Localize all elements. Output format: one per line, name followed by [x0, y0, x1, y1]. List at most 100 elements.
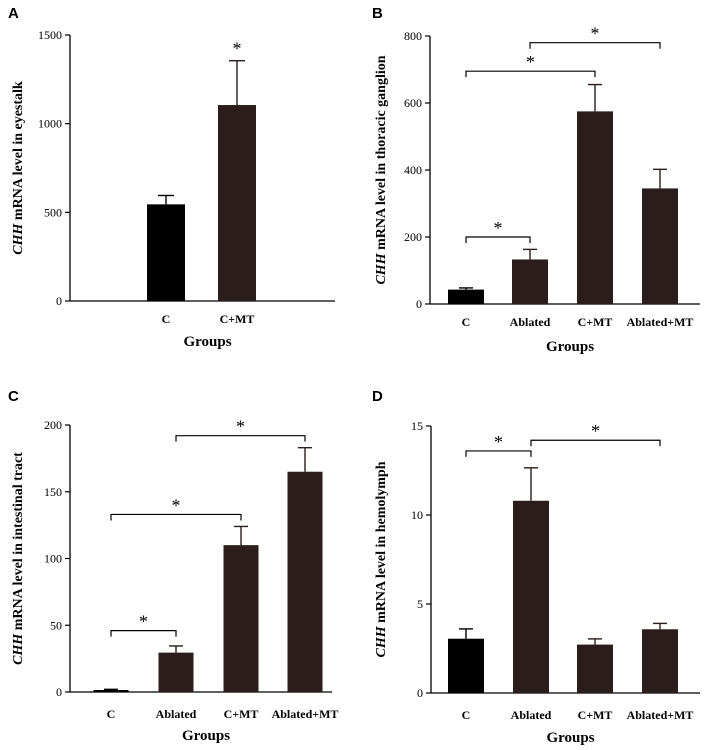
y-axis-label: CHH mRNA level in thoracic ganglion	[374, 55, 389, 284]
y-tick-label: 800	[404, 29, 422, 43]
bar-c-mt	[577, 111, 613, 304]
category-label: C	[162, 312, 171, 326]
bar-c	[93, 689, 129, 692]
category-label: Ablated+MT	[627, 315, 694, 329]
y-axis-label-text: mRNA level in hemolymph	[374, 461, 389, 626]
panel-letter: B	[372, 5, 383, 22]
category-label: C+MT	[220, 312, 255, 326]
significance-star: *	[172, 495, 181, 515]
bracket-line	[530, 439, 661, 447]
bar-c	[448, 638, 484, 693]
y-tick-label: 600	[404, 96, 422, 110]
error-bar	[169, 645, 183, 653]
bar-ablated-mt	[642, 188, 678, 304]
y-axis-label-text: mRNA level in intestinal tract	[11, 452, 26, 634]
error-bar	[158, 194, 174, 205]
y-axis-label-text: mRNA level in eyestalk	[11, 81, 26, 224]
bracket-line	[465, 450, 532, 457]
bar-c	[147, 204, 185, 301]
significance-bracket: *	[110, 495, 242, 521]
category-label: C+MT	[578, 315, 613, 329]
y-tick-label: 50	[50, 618, 62, 632]
y-tick-label: 15	[411, 419, 423, 433]
x-axis-label: Groups	[546, 339, 594, 355]
y-tick-label: 200	[404, 230, 422, 244]
error-bar	[588, 638, 602, 645]
significance-bracket: *	[465, 52, 596, 78]
category-label: Ablated	[156, 707, 197, 721]
y-tick-label: 150	[44, 485, 62, 499]
significance-star: *	[494, 432, 503, 452]
error-bar	[229, 60, 245, 106]
bar-c-mt	[218, 105, 256, 302]
y-tick-label: 1000	[38, 117, 62, 131]
x-axis-label: Groups	[183, 334, 231, 350]
error-bar	[234, 525, 248, 546]
significance-bracket: *	[529, 24, 661, 49]
bar-c	[448, 289, 484, 304]
panel-letter: C	[8, 388, 19, 405]
error-bar	[653, 168, 667, 189]
error-bar	[459, 628, 473, 639]
y-tick-label: 0	[56, 294, 62, 308]
significance-bracket: *	[175, 417, 306, 442]
category-label: Ablated	[510, 315, 551, 329]
bracket-line	[175, 435, 306, 442]
y-axis-label: CHH mRNA level in eyestalk	[11, 81, 26, 255]
significance-star: *	[494, 218, 503, 238]
panel-letter: D	[372, 388, 383, 405]
bar-ablated-mt	[642, 629, 678, 693]
panel-letter: A	[8, 5, 19, 22]
y-axis-label-gene: CHH	[11, 222, 26, 254]
category-label: C	[462, 708, 471, 722]
category-label: C	[107, 707, 116, 721]
significance-star: *	[591, 421, 600, 441]
error-bar	[524, 467, 538, 501]
significance-bracket: *	[530, 421, 661, 447]
significance-star: *	[139, 612, 148, 632]
y-tick-label: 0	[56, 685, 62, 699]
bar-ablated	[158, 652, 194, 692]
y-tick-label: 100	[44, 552, 62, 566]
significance-star: *	[526, 52, 535, 72]
y-tick-label: 0	[416, 297, 422, 311]
bracket-line	[110, 629, 177, 637]
error-bar	[298, 446, 312, 472]
category-label: C+MT	[224, 707, 259, 721]
bar-c-mt	[223, 545, 259, 692]
significance-star: *	[236, 417, 245, 437]
category-label: C	[462, 315, 471, 329]
bar-c-mt	[577, 644, 613, 693]
panel-a: A 0 500 1000 1500 C C+MT Groups CHH mRNA level i…	[8, 5, 335, 350]
bar-ablated	[513, 500, 549, 693]
y-axis-label: CHH mRNA level in intestinal tract	[11, 452, 26, 665]
y-axis-label-gene: CHH	[374, 252, 389, 284]
significance-star: *	[233, 39, 242, 59]
error-bar	[104, 688, 118, 691]
category-label: Ablated	[511, 708, 552, 722]
y-tick-label: 500	[44, 205, 62, 219]
significance-bracket: *	[465, 218, 531, 243]
panel-d: D 0 5 10 15 C Ablated C+MT Ablated+MT Groups CHH m…	[372, 388, 700, 746]
error-bar	[523, 248, 537, 260]
y-axis-label: CHH mRNA level in hemolymph	[374, 461, 389, 657]
panel-c: C 0 50 100 150 200 C Ablated C+MT Ablated+MT Group…	[8, 388, 338, 744]
error-bar	[653, 622, 667, 630]
y-tick-label: 400	[404, 163, 422, 177]
category-label: Ablated+MT	[627, 708, 694, 722]
category-label: Ablated+MT	[272, 707, 339, 721]
bracket-line	[110, 513, 242, 521]
bar-ablated	[512, 259, 548, 304]
error-bar	[588, 83, 602, 112]
significance-bracket: *	[465, 432, 532, 457]
bracket-line	[529, 42, 661, 49]
x-axis-label: Groups	[182, 728, 230, 744]
panel-b: B 0 200 400 600 800 C Ablated C+MT Ablated+MT Grou…	[372, 5, 700, 355]
y-axis-label-gene: CHH	[374, 625, 389, 657]
category-label: C+MT	[578, 708, 613, 722]
error-bar	[459, 287, 473, 290]
y-axis-label-gene: CHH	[11, 633, 26, 665]
bar-ablated-mt	[287, 471, 323, 692]
y-tick-label: 5	[417, 597, 423, 611]
